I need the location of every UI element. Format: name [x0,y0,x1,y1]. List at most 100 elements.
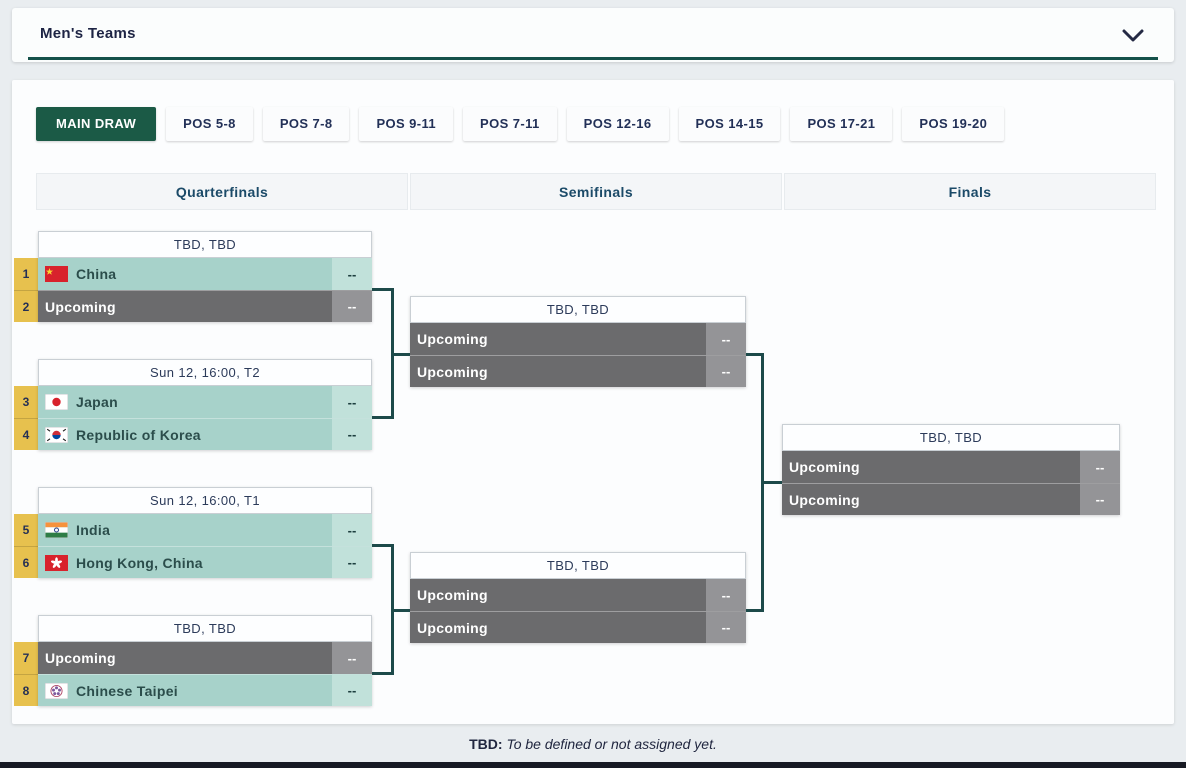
hong-kong-flag-icon [45,554,68,571]
round-headers: Quarterfinals Semifinals Finals [36,173,1156,210]
tbd-legend-text: To be defined or not assigned yet. [506,736,717,752]
score-cell: -- [332,675,372,706]
team-name: Upcoming [789,459,860,475]
india-flag-icon [45,522,68,538]
tab-pos-14-15[interactable]: POS 14-15 [678,107,781,141]
tab-pos-19-20[interactable]: POS 19-20 [902,107,1005,141]
bracket-connector [391,609,410,612]
team-name: China [76,266,117,282]
seed-number: 4 [14,418,38,450]
seed-column: 5 6 [14,514,38,578]
round-header-quarterfinals: Quarterfinals [36,173,408,210]
team-row: Japan -- [38,386,372,418]
team-row: Upcoming -- [410,323,746,355]
score-cell: -- [706,356,746,387]
match-quarterfinal-1: 1 2 TBD, TBD China -- Upcoming -- [14,231,372,322]
match-header: Sun 12, 16:00, T1 [38,487,372,514]
score-cell: -- [1080,484,1120,515]
seed-number: 1 [22,267,30,281]
score-cell: -- [706,612,746,643]
match-header: TBD, TBD [410,552,746,579]
team-row: Upcoming -- [782,483,1120,515]
match-quarterfinal-4: 7 8 TBD, TBD Upcoming -- Chinese Taipei … [14,615,372,706]
china-flag-icon [45,266,68,282]
score-cell: -- [332,514,372,546]
team-row: Upcoming -- [410,355,746,387]
score-cell: -- [706,323,746,355]
seed-column: 3 4 [14,386,38,450]
seed-column: 7 8 [14,642,38,706]
team-row: Upcoming -- [410,579,746,611]
tbd-legend-prefix: TBD: [469,736,503,752]
team-name: Republic of Korea [76,426,201,443]
team-name: Upcoming [417,363,488,380]
match-header: TBD, TBD [38,231,372,258]
bracket-connector [761,481,782,484]
team-row: India -- [38,514,372,546]
team-row: Chinese Taipei -- [38,674,372,706]
match-quarterfinal-2: 3 4 Sun 12, 16:00, T2 Japan -- Republic … [14,359,372,450]
seed-number: 2 [14,290,38,322]
team-row: China -- [38,258,372,290]
bracket-connector [746,353,764,356]
chevron-down-icon [1122,29,1144,43]
tab-pos-17-21[interactable]: POS 17-21 [790,107,893,141]
seed-number: 7 [22,651,30,665]
team-name: Upcoming [417,587,488,603]
score-cell: -- [332,642,372,674]
korea-flag-icon [45,426,68,443]
match-header: Sun 12, 16:00, T2 [38,359,372,386]
match-quarterfinal-3: 5 6 Sun 12, 16:00, T1 India -- Hong Kong… [14,487,372,578]
seed-number: 6 [14,546,38,578]
bracket-connector [391,353,410,356]
tab-pos-12-16[interactable]: POS 12-16 [566,107,669,141]
score-cell: -- [332,386,372,418]
match-final: TBD, TBD Upcoming -- Upcoming -- [782,424,1120,515]
team-row: Upcoming -- [782,451,1120,483]
bottom-bar [0,762,1186,768]
event-selector[interactable]: Men's Teams [12,8,1174,62]
bracket-connector [372,416,394,419]
team-row: Upcoming -- [410,611,746,643]
bracket-connector [372,288,394,291]
tab-pos-7-8[interactable]: POS 7-8 [262,107,350,141]
score-cell: -- [332,291,372,322]
match-header: TBD, TBD [38,615,372,642]
team-name: Japan [76,394,118,410]
seed-number: 5 [22,523,30,537]
round-header-semifinals: Semifinals [410,173,782,210]
score-cell: -- [332,258,372,290]
bracket-connector [372,544,394,547]
score-cell: -- [1080,451,1120,483]
japan-flag-icon [45,394,68,410]
team-name: Upcoming [45,650,116,666]
bracket-connector [372,672,394,675]
team-name: Upcoming [789,491,860,508]
team-row: Hong Kong, China -- [38,546,372,578]
score-cell: -- [706,579,746,611]
team-name: Hong Kong, China [76,554,203,571]
selector-underline [28,57,1158,60]
tab-pos-5-8[interactable]: POS 5-8 [166,107,253,141]
tab-pos-7-11[interactable]: POS 7-11 [463,107,557,141]
seed-number: 8 [14,674,38,706]
match-header: TBD, TBD [410,296,746,323]
team-name: Chinese Taipei [76,682,178,699]
draw-tabs: MAIN DRAW POS 5-8 POS 7-8 POS 9-11 POS 7… [36,107,1005,141]
team-name: Upcoming [417,331,488,347]
bracket-connector [746,609,764,612]
tab-main-draw[interactable]: MAIN DRAW [36,107,157,141]
team-row: Upcoming -- [38,642,372,674]
seed-number: 3 [22,395,30,409]
match-header: TBD, TBD [782,424,1120,451]
tbd-legend: TBD: To be defined or not assigned yet. [0,736,1186,752]
score-cell: -- [332,419,372,450]
event-selector-value: Men's Teams [40,24,136,42]
round-header-finals: Finals [784,173,1156,210]
team-row: Republic of Korea -- [38,418,372,450]
team-name: Upcoming [417,619,488,636]
tab-pos-9-11[interactable]: POS 9-11 [359,107,454,141]
score-cell: -- [332,547,372,578]
team-name: Upcoming [45,298,116,315]
